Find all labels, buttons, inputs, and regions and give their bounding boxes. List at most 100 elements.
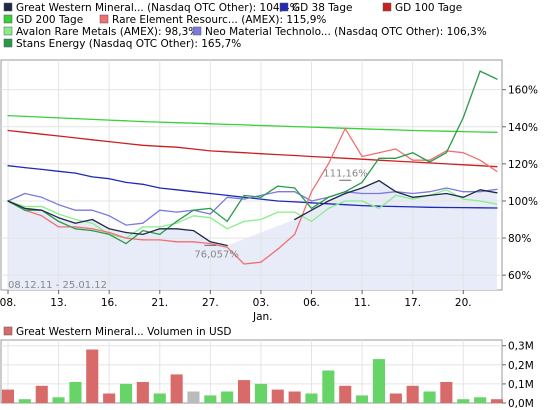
- volume-bar: [153, 393, 166, 403]
- data-point-gd38: [378, 205, 380, 207]
- data-point-gd100: [344, 157, 346, 159]
- price-x-tick-label: 27.: [202, 297, 219, 309]
- data-point-neo-material: [243, 198, 245, 200]
- data-point-gd200: [192, 122, 195, 124]
- data-point-great-western: [91, 218, 93, 221]
- data-point-gd100: [41, 133, 43, 135]
- volume-bar: [69, 382, 82, 403]
- data-point-gd100: [260, 153, 262, 155]
- data-point-great-western: [58, 217, 60, 219]
- data-point-great-western: [395, 191, 397, 193]
- legend-label-gd200: GD 200 Tage: [16, 14, 83, 26]
- data-point-rare-element: [462, 152, 464, 154]
- data-point-rare-element: [159, 239, 161, 241]
- price-y-tick-label: 160%: [508, 85, 538, 97]
- data-point-gd38: [41, 168, 43, 170]
- data-point-gd100: [108, 141, 110, 143]
- data-point-great-western: [226, 244, 228, 247]
- data-point-great-western: [462, 196, 464, 198]
- data-point-rare-element: [226, 246, 228, 248]
- data-point-gd200: [74, 118, 76, 120]
- volume-bar: [423, 391, 436, 403]
- price-y-tick-label: 140%: [508, 122, 538, 134]
- data-point-rare-element: [209, 243, 211, 245]
- price-annotations: 111,16% 76,057%: [194, 168, 367, 260]
- volume-legend-label: Great Western Mineral... Volumen in USD: [16, 326, 231, 338]
- volume-bar: [136, 382, 149, 403]
- data-point-stans: [243, 194, 245, 196]
- data-point-stans: [209, 207, 211, 209]
- data-point-avalon: [294, 211, 296, 213]
- data-point-avalon: [462, 198, 464, 200]
- annotation-label: 76,057%: [194, 249, 239, 260]
- data-point-gd38: [226, 194, 228, 196]
- data-point-rare-element: [378, 152, 380, 154]
- data-point-neo-material: [294, 191, 296, 193]
- volume-y-axis: 0,0M 0,1M 0,2M 0,3M: [502, 341, 534, 410]
- volume-bar: [204, 395, 217, 403]
- data-point-gd100: [7, 129, 9, 132]
- legend-swatch-stans: [3, 38, 13, 48]
- data-point-gd200: [462, 131, 464, 133]
- data-point-neo-material: [462, 191, 464, 193]
- data-point-avalon: [41, 205, 43, 208]
- data-point-avalon: [479, 200, 481, 202]
- price-y-axis: 60% 80% 100% 120% 140% 160%: [502, 85, 538, 282]
- data-point-avalon: [310, 220, 313, 222]
- volume-bar: [356, 395, 369, 403]
- data-point-avalon: [344, 200, 346, 202]
- data-point-neo-material: [479, 191, 481, 193]
- annotation-label: 111,16%: [323, 168, 368, 179]
- data-point-rare-element: [294, 233, 296, 235]
- data-point-gd38: [395, 205, 397, 208]
- data-point-gd200: [395, 129, 397, 131]
- volume-bar: [389, 393, 402, 403]
- price-y-tick-label: 100%: [508, 196, 538, 208]
- volume-y-tick-label: 0,0M: [508, 398, 534, 410]
- data-point-gd200: [142, 121, 144, 123]
- data-point-avalon: [445, 189, 447, 191]
- data-point-rare-element: [176, 241, 178, 243]
- volume-bar: [372, 359, 385, 403]
- data-point-stans: [462, 116, 464, 119]
- data-point-avalon: [243, 220, 245, 222]
- data-point-stans: [496, 78, 498, 80]
- data-point-gd100: [462, 164, 464, 166]
- volume-bar: [103, 393, 116, 403]
- data-point-great-western: [125, 231, 127, 234]
- data-point-gd200: [277, 125, 279, 127]
- data-point-gd38: [24, 167, 26, 169]
- data-point-stans: [58, 220, 60, 222]
- data-point-gd100: [294, 154, 296, 157]
- data-point-great-western: [142, 233, 144, 235]
- data-point-gd100: [378, 159, 380, 161]
- data-point-stans: [192, 209, 195, 211]
- series-line-stans: [7, 70, 498, 245]
- data-point-rare-element: [395, 148, 397, 150]
- data-point-great-western: [159, 228, 161, 230]
- price-x-tick-label: 17.: [404, 297, 421, 309]
- legend-swatch-gd38: [279, 2, 289, 12]
- volume-bar: [35, 385, 48, 403]
- data-point-great-western: [192, 230, 195, 232]
- legend-label-avalon: Avalon Rare Metals (AMEX): 98,3%: [16, 26, 198, 38]
- volume-bar: [52, 397, 65, 403]
- series-line-gd100: [7, 129, 498, 168]
- volume-bar: [288, 391, 301, 403]
- data-point-stans: [108, 233, 110, 235]
- volume-bar: [170, 374, 183, 403]
- data-point-gd38: [7, 165, 9, 167]
- series-line-rare-element: [7, 127, 498, 265]
- data-point-avalon: [260, 218, 262, 221]
- data-point-neo-material: [159, 209, 161, 211]
- data-point-great-western: [344, 192, 346, 195]
- data-point-gd100: [209, 150, 211, 152]
- data-point-rare-element: [91, 228, 93, 230]
- legend-label-neo-material: Neo Material Technolo... (Nasdaq OTC Oth…: [205, 26, 487, 38]
- data-point-avalon: [378, 207, 380, 209]
- data-point-gd200: [479, 131, 481, 133]
- data-point-gd100: [310, 155, 313, 158]
- volume-bar: [322, 370, 335, 403]
- date-range-label: 08.12.11 - 25.01.12: [8, 280, 107, 291]
